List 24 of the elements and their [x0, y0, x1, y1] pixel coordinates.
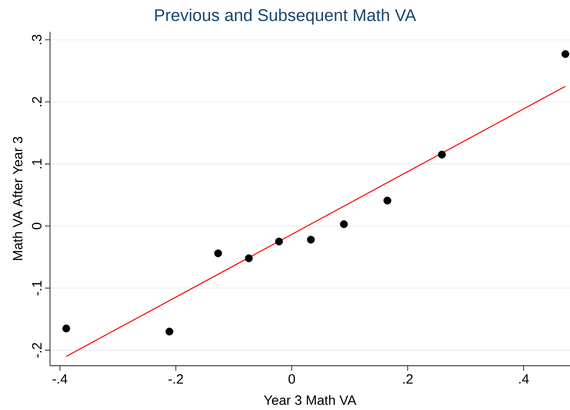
point [383, 196, 392, 204]
point [275, 238, 283, 246]
point [214, 249, 222, 258]
x-axis-title: Year 3 Math VA [264, 395, 356, 405]
point [438, 150, 446, 159]
point [340, 220, 348, 228]
point [62, 324, 70, 332]
y-tick-label: -.1 [32, 280, 42, 296]
y-axis-title: Math VA After Year 3 [12, 136, 22, 260]
chart-title: Previous and Subsequent Math VA [155, 8, 416, 25]
y-tick-label: .3 [32, 34, 42, 44]
y-tick-label: .2 [32, 96, 42, 106]
point [244, 254, 253, 262]
x-tick-label: .2 [403, 374, 413, 384]
point [306, 236, 315, 244]
x-tick-label: 0 [288, 374, 295, 384]
point [166, 328, 174, 336]
x-tick-label: -.2 [168, 374, 183, 384]
y-tick-label: 0 [32, 222, 42, 230]
y-tick-label: -.2 [32, 342, 42, 358]
y-tick-label: .1 [32, 158, 42, 168]
x-tick-label: -.4 [52, 374, 68, 384]
point [561, 50, 570, 58]
x-tick-label: .4 [519, 374, 529, 384]
